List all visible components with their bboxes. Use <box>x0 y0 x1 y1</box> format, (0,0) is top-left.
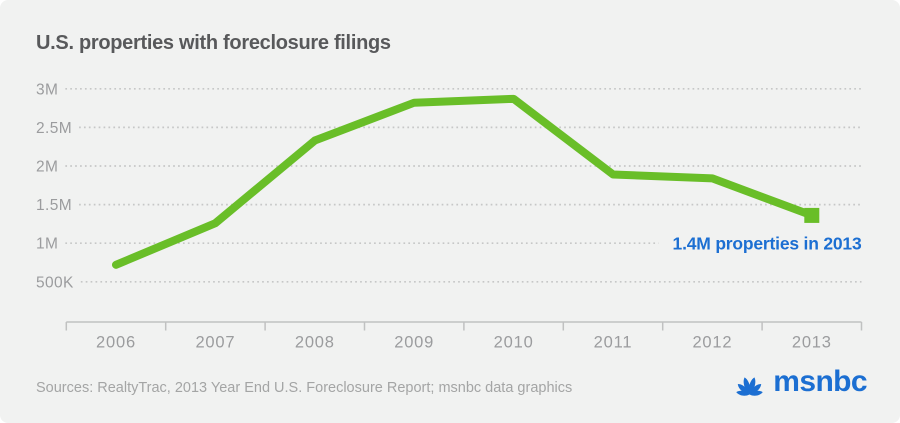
x-axis-label: 2013 <box>792 334 832 352</box>
y-axis-label: 2.5M <box>36 120 72 137</box>
y-axis-label: 500K <box>36 274 74 291</box>
x-axis-label: 2009 <box>394 334 434 352</box>
msnbc-logo: msnbc <box>731 365 868 398</box>
msnbc-wordmark: msnbc <box>773 365 867 398</box>
chart-title: U.S. properties with foreclosure filings <box>36 32 391 54</box>
x-axis-label: 2008 <box>295 334 335 352</box>
data-line <box>112 94 816 269</box>
x-axis-label: 2010 <box>494 334 534 352</box>
x-axis-label: 2006 <box>96 334 136 352</box>
y-axis-label: 3M <box>36 81 58 98</box>
y-axis-label: 1M <box>36 236 58 253</box>
x-axis-label: 2011 <box>594 334 633 352</box>
x-axis <box>65 321 863 331</box>
source-note: Sources: RealtyTrac, 2013 Year End U.S. … <box>36 380 573 396</box>
y-axis-label: 1.5M <box>36 197 72 214</box>
nbc-peacock-icon <box>736 377 764 396</box>
x-axis-label: 2012 <box>692 334 732 352</box>
y-axis-label: 2M <box>36 159 58 176</box>
annotation-label: 1.4M properties in 2013 <box>673 234 862 254</box>
x-axis-label: 2007 <box>195 334 235 352</box>
endpoint-marker <box>804 207 820 223</box>
